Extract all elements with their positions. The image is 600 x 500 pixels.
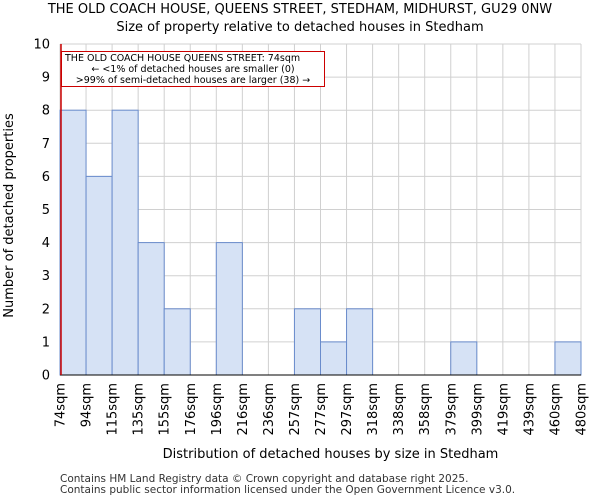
x-axis-title: Distribution of detached houses by size … bbox=[163, 447, 499, 462]
x-tick-label: 155sqm bbox=[158, 383, 173, 436]
x-tick-label: 379sqm bbox=[444, 383, 459, 436]
annotation-line-1: THE OLD COACH HOUSE QUEENS STREET: 74sqm bbox=[65, 53, 301, 64]
y-tick-label: 10 bbox=[33, 38, 50, 53]
bar bbox=[320, 341, 348, 376]
x-tick-label: 216sqm bbox=[236, 383, 251, 436]
y-tick-label: 5 bbox=[42, 203, 50, 218]
y-tick-label: 4 bbox=[42, 236, 50, 251]
bar bbox=[554, 341, 582, 376]
x-tick-label: 94sqm bbox=[80, 383, 95, 427]
y-tick-label: 9 bbox=[42, 71, 50, 86]
chart-title-line2: Size of property relative to detached ho… bbox=[116, 20, 484, 35]
y-tick-label: 2 bbox=[42, 302, 50, 317]
x-tick-label: 480sqm bbox=[575, 383, 590, 436]
y-axis-title: Number of detached properties bbox=[2, 113, 17, 318]
x-tick-label: 358sqm bbox=[418, 383, 433, 436]
x-tick-label: 135sqm bbox=[132, 383, 147, 436]
y-tick-label: 7 bbox=[42, 137, 50, 152]
x-tick-label: 115sqm bbox=[106, 383, 121, 436]
x-tick-label: 338sqm bbox=[392, 383, 407, 436]
bar bbox=[293, 308, 322, 376]
x-tick-label: 176sqm bbox=[184, 383, 199, 436]
bar bbox=[163, 308, 191, 376]
x-tick-label: 257sqm bbox=[288, 383, 303, 436]
bar bbox=[450, 341, 478, 376]
footer-line2: Contains public sector information licen… bbox=[60, 484, 516, 496]
y-tick-label: 6 bbox=[42, 170, 50, 185]
x-tick-label: 277sqm bbox=[314, 383, 329, 436]
bar bbox=[111, 109, 139, 376]
bar bbox=[215, 242, 243, 376]
x-tick-label: 318sqm bbox=[366, 383, 381, 436]
bar bbox=[346, 308, 374, 376]
bar bbox=[59, 109, 87, 376]
annotation-line-2: ← <1% of detached houses are smaller (0) bbox=[91, 64, 295, 75]
x-tick-label: 399sqm bbox=[470, 383, 485, 436]
x-tick-label: 74sqm bbox=[54, 383, 69, 427]
x-tick-label: 236sqm bbox=[262, 383, 277, 436]
y-tick-label: 3 bbox=[42, 269, 50, 284]
x-tick-label: 196sqm bbox=[210, 383, 225, 436]
bar bbox=[85, 175, 113, 376]
x-tick-label: 419sqm bbox=[496, 383, 511, 436]
y-tick-label: 0 bbox=[42, 369, 50, 384]
axis-layer: 0 1 2 3 4 5 6 7 8 9 10 74sqm 94sqm 115sqm 135sqm 155sqm… bbox=[2, 38, 590, 463]
subject-property-annotation: THE OLD COACH HOUSE QUEENS STREET: 74sqm… bbox=[61, 51, 325, 87]
bars-layer bbox=[59, 109, 582, 376]
x-tick-label: 460sqm bbox=[548, 383, 563, 436]
annotation-line-3: >99% of semi-detached houses are larger … bbox=[75, 75, 311, 86]
x-tick-label: 439sqm bbox=[522, 383, 537, 436]
y-tick-label: 1 bbox=[42, 335, 50, 350]
footer-line1: Contains HM Land Registry data © Crown c… bbox=[60, 473, 469, 485]
y-tick-label: 8 bbox=[42, 104, 50, 119]
x-tick-label: 297sqm bbox=[340, 383, 355, 436]
bar bbox=[137, 242, 165, 376]
chart-title-line1: THE OLD COACH HOUSE, QUEENS STREET, STED… bbox=[47, 2, 553, 17]
